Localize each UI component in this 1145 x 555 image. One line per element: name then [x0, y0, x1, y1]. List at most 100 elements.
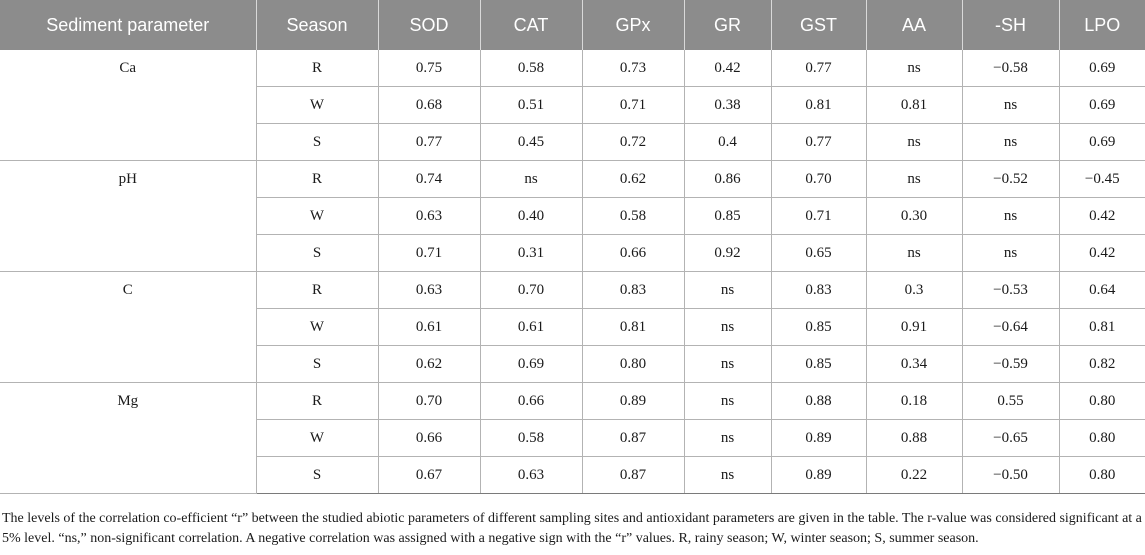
value-cell: 0.67: [378, 456, 481, 494]
value-cell: −0.52: [962, 160, 1060, 198]
value-cell: 0.77: [771, 50, 867, 87]
value-cell: 0.70: [771, 160, 867, 198]
value-cell: 0.69: [1059, 123, 1145, 161]
value-cell: 0.58: [582, 197, 685, 235]
value-cell: 0.83: [771, 271, 867, 309]
value-cell: 0.92: [684, 234, 772, 272]
value-cell: ns: [866, 123, 963, 161]
table-row: W 0.61 0.61 0.81 ns 0.85 0.91 −0.64 0.81: [0, 308, 1145, 346]
season-cell: W: [256, 419, 379, 457]
column-header: -SH: [962, 0, 1060, 50]
column-header: GST: [771, 0, 867, 50]
value-cell: 0.30: [866, 197, 963, 235]
value-cell: 0.69: [480, 345, 583, 383]
value-cell: 0.62: [582, 160, 685, 198]
value-cell: ns: [684, 271, 772, 309]
value-cell: −0.53: [962, 271, 1060, 309]
value-cell: 0.31: [480, 234, 583, 272]
sediment-parameter-cell: Ca: [0, 50, 257, 161]
value-cell: 0.75: [378, 50, 481, 87]
value-cell: −0.65: [962, 419, 1060, 457]
value-cell: 0.34: [866, 345, 963, 383]
value-cell: 0.81: [771, 86, 867, 124]
value-cell: 0.85: [771, 308, 867, 346]
value-cell: ns: [866, 234, 963, 272]
value-cell: 0.64: [1059, 271, 1145, 309]
value-cell: ns: [962, 123, 1060, 161]
season-cell: W: [256, 308, 379, 346]
value-cell: 0.66: [378, 419, 481, 457]
value-cell: −0.64: [962, 308, 1060, 346]
value-cell: 0.89: [771, 456, 867, 494]
table-row: W 0.63 0.40 0.58 0.85 0.71 0.30 ns 0.42: [0, 197, 1145, 235]
value-cell: ns: [962, 86, 1060, 124]
column-header: SOD: [378, 0, 481, 50]
value-cell: 0.80: [1059, 456, 1145, 494]
sediment-parameter-cell: pH: [0, 160, 257, 272]
table-row: pH R 0.74 ns 0.62 0.86 0.70 ns −0.52 −0.45: [0, 160, 1145, 272]
value-cell: 0.66: [582, 234, 685, 272]
table-row: Ca R 0.75 0.58 0.73 0.42 0.77 ns −0.58 0.69: [0, 50, 1145, 161]
value-cell: 0.4: [684, 123, 772, 161]
value-cell: 0.87: [582, 456, 685, 494]
season-cell: W: [256, 197, 379, 235]
value-cell: 0.38: [684, 86, 772, 124]
season-cell: S: [256, 234, 379, 272]
value-cell: 0.71: [582, 86, 685, 124]
season-cell: R: [256, 382, 379, 420]
season-cell: R: [256, 50, 379, 87]
season-cell: R: [256, 271, 379, 309]
value-cell: 0.58: [480, 50, 583, 87]
column-header: Sediment parameter: [0, 0, 257, 50]
value-cell: 0.88: [771, 382, 867, 420]
column-header: Season: [256, 0, 379, 50]
value-cell: 0.82: [1059, 345, 1145, 383]
season-cell: W: [256, 86, 379, 124]
value-cell: 0.83: [582, 271, 685, 309]
value-cell: 0.72: [582, 123, 685, 161]
value-cell: 0.87: [582, 419, 685, 457]
table-footnote: The levels of the correlation co-efficie…: [2, 511, 1142, 546]
table-row: S 0.67 0.63 0.87 ns 0.89 0.22 −0.50 0.80: [0, 456, 1145, 494]
value-cell: 0.85: [771, 345, 867, 383]
value-cell: 0.80: [1059, 382, 1145, 420]
value-cell: 0.86: [684, 160, 772, 198]
column-header: CAT: [480, 0, 583, 50]
value-cell: 0.81: [582, 308, 685, 346]
value-cell: ns: [962, 197, 1060, 235]
value-cell: 0.77: [771, 123, 867, 161]
value-cell: 0.68: [378, 86, 481, 124]
sediment-parameter-cell: Mg: [0, 382, 257, 494]
table-body: Ca R 0.75 0.58 0.73 0.42 0.77 ns −0.58 0.69 W 0.68 0…: [0, 50, 1145, 494]
value-cell: 0.40: [480, 197, 583, 235]
table-row: S 0.71 0.31 0.66 0.92 0.65 ns ns 0.42: [0, 234, 1145, 272]
value-cell: 0.69: [1059, 50, 1145, 87]
header-row: Sediment parameter Season SOD CAT GPx GR GST AA…: [0, 0, 1145, 50]
value-cell: ns: [684, 419, 772, 457]
value-cell: ns: [480, 160, 583, 198]
value-cell: 0.88: [866, 419, 963, 457]
table-row: C R 0.63 0.70 0.83 ns 0.83 0.3 −0.53 0.64: [0, 271, 1145, 383]
value-cell: ns: [684, 382, 772, 420]
column-header: GPx: [582, 0, 685, 50]
value-cell: 0.63: [480, 456, 583, 494]
value-cell: 0.63: [378, 271, 481, 309]
value-cell: 0.73: [582, 50, 685, 87]
value-cell: ns: [866, 50, 963, 87]
value-cell: 0.66: [480, 382, 583, 420]
sediment-parameter-cell: C: [0, 271, 257, 383]
column-header: GR: [684, 0, 772, 50]
value-cell: 0.85: [684, 197, 772, 235]
season-cell: R: [256, 160, 379, 198]
value-cell: 0.63: [378, 197, 481, 235]
value-cell: ns: [684, 345, 772, 383]
value-cell: 0.45: [480, 123, 583, 161]
value-cell: 0.74: [378, 160, 481, 198]
value-cell: 0.42: [1059, 197, 1145, 235]
column-header: LPO: [1059, 0, 1145, 50]
value-cell: 0.81: [866, 86, 963, 124]
value-cell: 0.22: [866, 456, 963, 494]
value-cell: ns: [866, 160, 963, 198]
value-cell: 0.71: [771, 197, 867, 235]
value-cell: 0.77: [378, 123, 481, 161]
